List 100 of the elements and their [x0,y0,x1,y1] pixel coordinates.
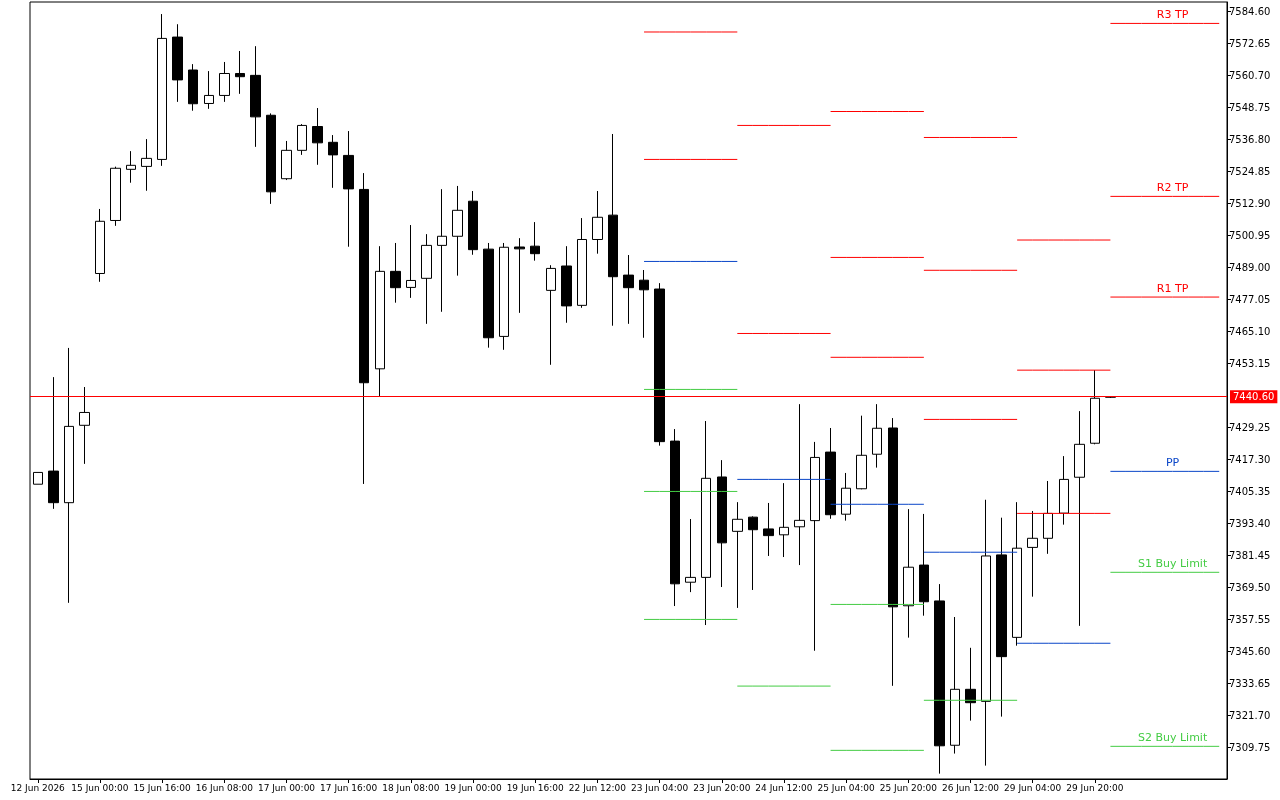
candlestick [1059,455,1069,526]
candlestick [856,415,867,490]
candlestick [919,513,929,617]
y-tick-label: 7345.60 [1229,645,1271,657]
candlestick [950,616,960,755]
y-tick-label: 7477.05 [1229,293,1271,305]
candlestick [888,417,898,687]
candlestick [219,61,230,103]
series-label: S1 Buy Limit [1137,557,1208,571]
candlestick [763,502,774,557]
candlestick [79,386,90,465]
y-tick-label: 7536.80 [1229,133,1271,145]
candlestick [592,190,603,255]
y-tick-label: 7381.45 [1229,549,1271,561]
candlestick [577,217,587,309]
candlestick [421,233,432,325]
x-tick-label: 22 Jun 12:00 [568,782,627,793]
x-tick-label: 17 Jun 16:00 [320,782,378,793]
y-tick-label: 7309.75 [1229,741,1271,753]
candlestick [654,282,665,447]
y-tick-label: 7321.70 [1229,709,1271,721]
candlestick [903,508,914,639]
candlestick [810,441,820,652]
x-tick-label: 15 Jun 00:00 [71,782,129,793]
x-tick-label: 19 Jun 00:00 [444,782,502,793]
candlestick [468,190,478,256]
y-tick-label: 7524.85 [1229,165,1271,177]
candlestick [1012,501,1022,647]
x-tick-label: 29 Jun 20:00 [1066,782,1124,793]
candlestick [685,518,696,593]
candlestick [748,515,758,591]
y-tick-label: 7393.40 [1229,517,1271,529]
candlestick [981,499,991,767]
candlestick [406,224,416,299]
candlestick [297,123,307,156]
series-label: R2 TP [1156,181,1189,195]
y-tick-label: 7584.60 [1229,5,1271,17]
y-tick-label: 7489.00 [1229,261,1271,273]
candlestick [825,427,836,520]
candlestick [281,140,292,181]
y-tick-label: 7512.90 [1229,197,1271,209]
candlestick [934,583,945,775]
candlestick [64,347,74,604]
candlestick [965,647,976,722]
candlestick [312,107,323,166]
candlestick [390,242,401,304]
series-label: PP [1165,456,1180,470]
candlestick [514,237,525,314]
candlestick [33,471,43,485]
candlestick [841,472,851,522]
candlestick [172,23,183,103]
candlestick [95,208,105,283]
candlestick [343,130,354,248]
candlestick [623,254,634,325]
x-tick-label: 29 Jun 04:00 [1004,782,1062,793]
y-tick-label: 7500.95 [1229,229,1271,241]
series-label: R1 TP [1156,282,1189,296]
x-tick-label: 19 Jun 16:00 [506,782,565,793]
y-tick-label: 7333.65 [1229,677,1271,689]
candlestick [546,264,556,366]
candlestick [359,172,369,485]
candlestick [732,501,743,609]
candlestick [250,45,261,148]
candlestick [375,245,385,398]
x-tick-label: 12 Jun 2026 [10,782,66,793]
x-tick-label: 16 Jun 08:00 [195,782,254,793]
candlestick [530,221,540,262]
candlestick [266,112,276,205]
candlestick [437,188,447,313]
y-tick-label: 7357.55 [1229,613,1271,625]
candlestick [1027,510,1038,598]
candlestick [452,185,463,277]
candlestick [1043,480,1053,555]
y-tick-label: 7369.50 [1229,581,1271,593]
candlestick [794,403,805,566]
candlestick [157,13,167,167]
x-tick-label: 15 Jun 16:00 [133,782,191,793]
x-tick-label: 23 Jun 20:00 [693,782,751,793]
y-tick-label: 7405.35 [1229,485,1271,497]
candlestick [639,269,649,339]
candlestick [110,166,121,227]
y-tick-label: 7572.65 [1229,37,1271,49]
y-tick-label: 7417.30 [1229,453,1271,465]
candlestick [204,70,214,110]
y-tick-label: 7548.75 [1229,101,1271,113]
x-tick-label: 24 Jun 12:00 [755,782,813,793]
candlestick [235,50,245,95]
candlestick [608,133,618,327]
candlestick [1090,369,1100,445]
candlestick [872,403,882,469]
candlestick [328,134,338,189]
x-tick-label: 26 Jun 12:00 [941,782,1000,793]
y-tick-label: 7429.25 [1229,421,1271,433]
series-label: R3 TP [1156,8,1189,22]
x-tick-label: 18 Jun 08:00 [382,782,440,793]
candlestick [126,150,136,184]
y-tick-label: 7560.70 [1229,69,1271,81]
series-label: S2 Buy Limit [1137,731,1208,745]
x-tick-label: 17 Jun 00:00 [257,782,316,793]
x-tick-label: 25 Jun 04:00 [817,782,875,793]
